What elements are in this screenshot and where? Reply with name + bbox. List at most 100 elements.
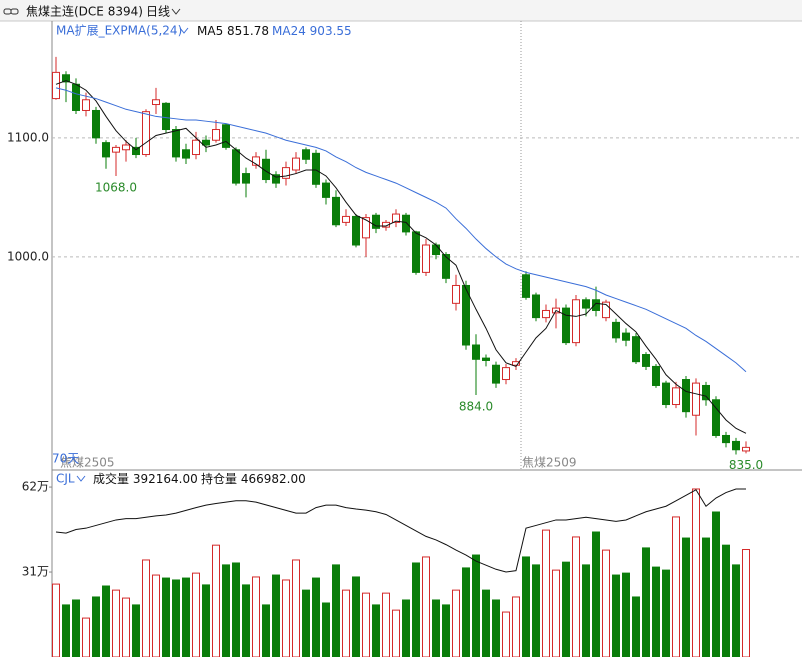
candle-body	[162, 102, 170, 131]
low-annotation: 835.0	[729, 458, 763, 472]
volume-bar	[742, 549, 750, 657]
volume-bar	[92, 596, 100, 657]
candle-body	[242, 173, 250, 184]
candle-body	[402, 214, 410, 233]
volume-bar	[562, 561, 570, 657]
candle-body	[82, 99, 90, 111]
candle-body	[672, 387, 680, 406]
candle-body	[702, 384, 710, 401]
candle-body	[582, 299, 590, 309]
indicator-name[interactable]: MA扩展_EXPMA(5,24)	[56, 24, 182, 38]
volume-bar	[302, 589, 310, 657]
volume-bar	[692, 488, 700, 657]
volume-bar	[512, 596, 520, 657]
volume-bar	[112, 589, 120, 657]
volume-bar	[722, 544, 730, 657]
volume-bar	[702, 537, 710, 657]
y-tick-label: 1000.0	[7, 249, 49, 263]
contract-label: 焦煤2505	[60, 456, 115, 470]
link-icon[interactable]	[3, 8, 19, 15]
candle-body	[112, 146, 120, 153]
contract-label: 焦煤2509	[522, 456, 577, 470]
candle-body	[642, 354, 650, 367]
period-chevron[interactable]	[171, 8, 181, 15]
candle-body	[522, 274, 530, 298]
legend-name: MA24	[272, 24, 306, 38]
candle-body	[92, 109, 100, 139]
volume-bar	[322, 602, 330, 657]
candle-body	[372, 214, 380, 229]
volume-bar	[142, 559, 150, 657]
candle-body	[482, 357, 490, 361]
volume-bar	[182, 577, 190, 657]
days-label: 70天	[52, 452, 79, 466]
candle-body	[632, 336, 640, 363]
volume-bar	[52, 583, 60, 657]
volume-bar	[82, 617, 90, 657]
volume-bar	[592, 531, 600, 657]
volume-bar	[312, 577, 320, 657]
volume-bar	[212, 544, 220, 657]
candle-body	[732, 440, 740, 451]
volume-bar	[662, 569, 670, 657]
volume-bar	[262, 604, 270, 657]
candle-body	[122, 144, 130, 151]
volume-bar	[632, 596, 640, 657]
volume-bar	[102, 585, 110, 657]
volume-bar	[402, 599, 410, 657]
candle-body	[212, 129, 220, 141]
volume-bar	[532, 564, 540, 657]
volume-bar	[582, 564, 590, 657]
candle-body	[512, 361, 520, 366]
candle-body	[342, 215, 350, 223]
volume-bar	[452, 589, 460, 657]
volume-chevron[interactable]	[76, 475, 86, 482]
volume-bar	[552, 569, 560, 657]
candle-body	[292, 157, 300, 171]
volume-bar	[62, 604, 70, 657]
volume-bar	[422, 556, 430, 657]
candle-body	[142, 111, 150, 156]
legend-value: 392164.00	[133, 472, 198, 486]
volume-bar	[462, 567, 470, 657]
legend-value: 851.78	[227, 24, 269, 38]
volume-bar	[342, 589, 350, 657]
volume-bar	[682, 537, 690, 657]
candle-body	[282, 167, 290, 179]
volume-bar	[472, 554, 480, 657]
symbol-title[interactable]: 焦煤主连(DCE 8394)	[26, 4, 143, 19]
candle-body	[392, 213, 400, 223]
low-annotation: 1068.0	[95, 180, 137, 194]
candle-body	[232, 149, 240, 184]
volume-bar	[372, 604, 380, 657]
volume-indicator[interactable]: CJL	[56, 472, 75, 486]
legend-value: 903.55	[310, 24, 352, 38]
indicator-chevron[interactable]	[179, 27, 189, 34]
candle-body	[332, 196, 340, 226]
candle-body	[712, 399, 720, 436]
candle-body	[172, 129, 180, 158]
candle-body	[322, 182, 330, 198]
volume-bar	[282, 579, 290, 657]
candle-body	[742, 446, 750, 452]
candle-body	[602, 301, 610, 319]
candle-body	[52, 71, 60, 100]
toolbar	[0, 0, 802, 21]
legend-value: 466982.00	[241, 472, 306, 486]
legend-ma24: MA24 903.55	[272, 24, 352, 38]
period[interactable]: 日线	[146, 5, 170, 19]
volume-bar	[522, 556, 530, 657]
candle-body	[362, 217, 370, 239]
candle-body	[682, 379, 690, 413]
volume-bar	[612, 574, 620, 657]
volume-bar	[712, 511, 720, 657]
volume-bar	[412, 562, 420, 657]
volume-bar	[152, 574, 160, 657]
candle-body	[202, 139, 210, 146]
volume-bar	[292, 559, 300, 657]
volume-bar	[482, 589, 490, 657]
volume-bar	[272, 574, 280, 657]
